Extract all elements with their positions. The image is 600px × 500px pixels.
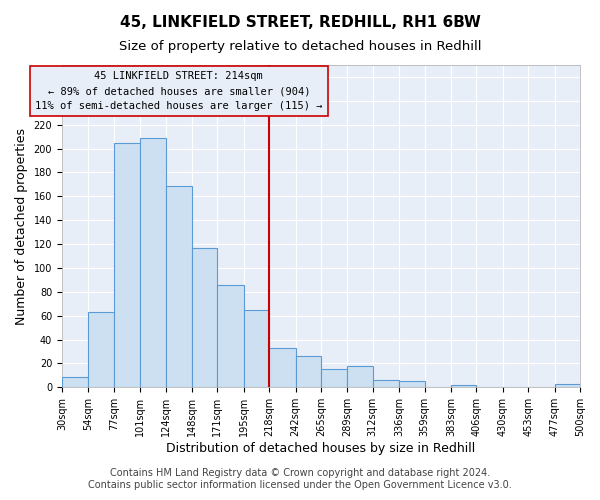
Bar — [192, 248, 217, 388]
Bar — [451, 385, 476, 388]
Bar — [321, 370, 347, 388]
Bar — [399, 382, 425, 388]
Bar — [373, 380, 399, 388]
Bar — [88, 312, 114, 388]
Text: 45 LINKFIELD STREET: 214sqm
← 89% of detached houses are smaller (904)
11% of se: 45 LINKFIELD STREET: 214sqm ← 89% of det… — [35, 72, 323, 111]
X-axis label: Distribution of detached houses by size in Redhill: Distribution of detached houses by size … — [166, 442, 476, 455]
Bar — [269, 348, 296, 388]
Bar — [347, 366, 373, 388]
Text: Contains HM Land Registry data © Crown copyright and database right 2024.
Contai: Contains HM Land Registry data © Crown c… — [88, 468, 512, 490]
Text: 45, LINKFIELD STREET, REDHILL, RH1 6BW: 45, LINKFIELD STREET, REDHILL, RH1 6BW — [119, 15, 481, 30]
Text: Size of property relative to detached houses in Redhill: Size of property relative to detached ho… — [119, 40, 481, 53]
Bar — [62, 376, 88, 388]
Bar — [554, 384, 580, 388]
Bar — [296, 356, 321, 388]
Bar — [140, 138, 166, 388]
Bar — [166, 186, 192, 388]
Bar — [114, 142, 140, 388]
Bar — [244, 310, 269, 388]
Bar — [217, 284, 244, 388]
Y-axis label: Number of detached properties: Number of detached properties — [15, 128, 28, 324]
